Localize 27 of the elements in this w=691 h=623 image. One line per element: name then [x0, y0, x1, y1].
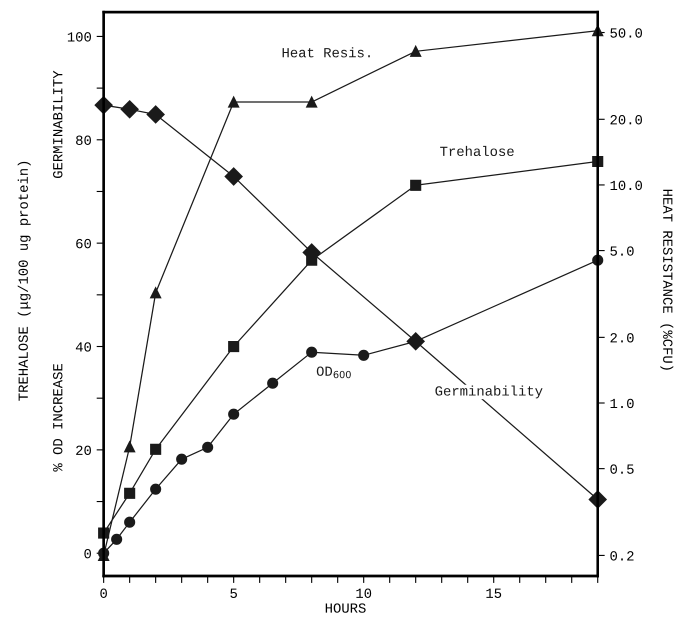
y2-tick-label: 10.0	[610, 180, 642, 190]
y-tick-label: 60	[76, 238, 91, 248]
y-tick-label: 40	[76, 342, 91, 352]
y2-tick-label: 50.0	[610, 28, 642, 38]
y2-tick-label: 2.0	[610, 333, 634, 343]
x-tick-label: 5	[230, 588, 237, 598]
y-tick-label: 100	[68, 32, 91, 42]
y-tick-label: 80	[76, 136, 91, 145]
y-axis-title: TREHALOSE (μg/100 ug protein)	[18, 162, 31, 401]
y2-tick-label: 0.5	[610, 464, 634, 474]
series-label: Trehalose	[440, 146, 514, 156]
y2-tick-label: 20.0	[610, 115, 642, 124]
series-label: OD$_{600}$	[316, 366, 351, 378]
x-tick-label: 0	[100, 588, 107, 598]
y-tick-label: 0	[84, 548, 91, 558]
x-axis-title: HOURS	[326, 603, 366, 613]
y2-axis-title: HEAT RESISTANCE (%CFU)	[660, 190, 674, 370]
y2-tick-label: 1.0	[610, 398, 634, 408]
text: % OD INCREASE	[53, 364, 62, 472]
y2-tick-label: 0.2	[610, 551, 634, 561]
text: GERMINABILITY	[53, 70, 62, 178]
x-tick-label: 15	[486, 588, 502, 598]
y2-tick-label: 5.0	[610, 246, 634, 256]
y-tick-label: 20	[76, 446, 91, 456]
x-tick-label: 10	[356, 588, 372, 598]
series-label: Heat Resis.	[282, 47, 370, 58]
series-label: Germinability	[435, 385, 543, 398]
